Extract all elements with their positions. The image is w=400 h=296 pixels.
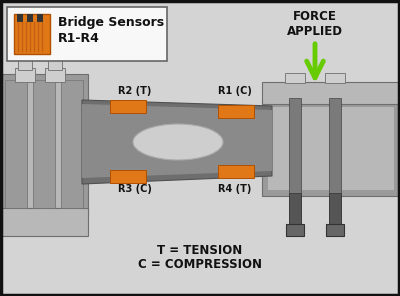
Bar xyxy=(262,101,400,196)
Bar xyxy=(45,68,65,82)
Bar xyxy=(285,73,305,83)
Polygon shape xyxy=(82,100,272,184)
Bar xyxy=(329,193,341,228)
Text: C = COMPRESSION: C = COMPRESSION xyxy=(138,258,262,271)
Bar xyxy=(289,98,301,228)
Bar xyxy=(15,68,35,82)
Bar xyxy=(5,80,27,208)
Bar xyxy=(326,224,344,236)
Text: R4 (T): R4 (T) xyxy=(218,184,251,194)
Bar xyxy=(18,60,32,70)
Text: R1 (C): R1 (C) xyxy=(218,86,252,96)
Bar xyxy=(286,224,304,236)
Text: T = TENSION: T = TENSION xyxy=(157,244,243,257)
Bar xyxy=(268,107,394,190)
Bar xyxy=(329,98,341,228)
Text: Bridge Sensors
R1-R4: Bridge Sensors R1-R4 xyxy=(58,16,164,45)
Bar xyxy=(289,193,301,228)
Bar xyxy=(0,208,88,236)
Bar xyxy=(110,100,146,113)
Text: R2 (T): R2 (T) xyxy=(118,86,151,96)
FancyBboxPatch shape xyxy=(7,7,167,61)
Bar xyxy=(14,14,50,54)
Bar xyxy=(262,82,400,104)
Polygon shape xyxy=(82,104,272,178)
Ellipse shape xyxy=(133,124,223,160)
Bar xyxy=(325,73,345,83)
Bar xyxy=(110,170,146,183)
Text: R3 (C): R3 (C) xyxy=(118,184,152,194)
Text: FORCE
APPLIED: FORCE APPLIED xyxy=(287,10,343,38)
Bar xyxy=(48,60,62,70)
Bar xyxy=(218,105,254,118)
Bar xyxy=(17,14,23,22)
Bar xyxy=(0,74,88,214)
Bar xyxy=(5,80,83,208)
Bar xyxy=(61,80,83,208)
Bar xyxy=(218,165,254,178)
Bar xyxy=(33,80,55,208)
Bar xyxy=(27,14,33,22)
Bar xyxy=(37,14,43,22)
